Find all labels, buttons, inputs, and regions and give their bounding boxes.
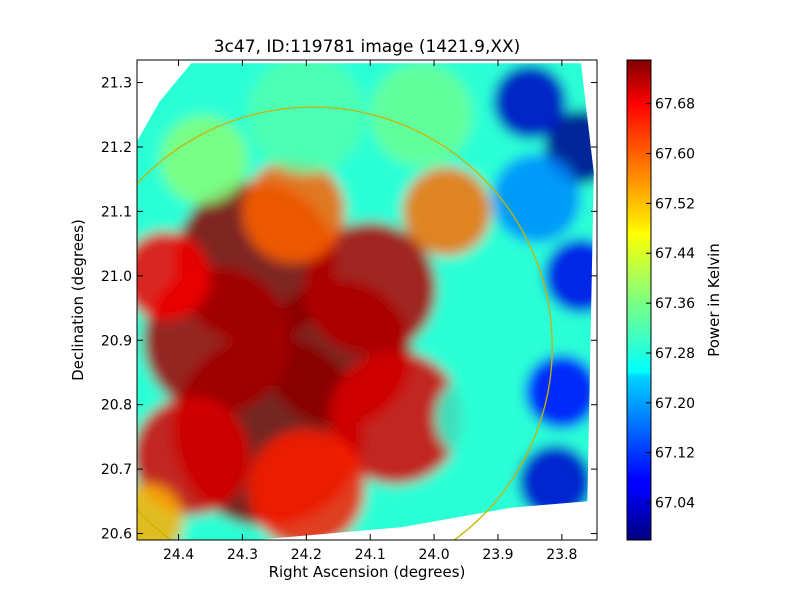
y-axis: 20.6 20.7 20.8 20.9 21.0 21.1 21.2 21.3: [101, 76, 597, 543]
x-tick-label: 24.0: [418, 547, 449, 563]
colorbar-tick-label: 67.12: [655, 446, 695, 462]
heatmap-blob: [453, 263, 543, 353]
heatmap-blob: [160, 115, 249, 205]
x-axis: 24.4 24.3 24.2 24.1 24.0 23.9 23.8: [163, 60, 577, 563]
x-tick-label: 24.4: [163, 547, 194, 563]
colorbar-tick-label: 67.60: [655, 147, 695, 163]
heatmap-blob: [369, 63, 473, 167]
heatmap-blob: [247, 63, 366, 175]
heatmap-blob: [544, 238, 594, 313]
heatmap-blob: [304, 222, 437, 356]
x-tick-label: 23.8: [546, 547, 577, 563]
y-tick-label: 20.7: [101, 462, 132, 478]
colorbar-tick-label: 67.28: [655, 346, 695, 362]
heatmap-blob: [492, 154, 581, 243]
heatmap-blob: [242, 159, 345, 264]
y-tick-label: 21.3: [101, 76, 132, 92]
x-tick-label: 24.1: [355, 547, 386, 563]
axes-frame: [136, 59, 598, 541]
y-axis-label: Declination (degrees): [69, 219, 87, 381]
heatmap-blob: [518, 444, 593, 520]
y-tick-label: 20.8: [101, 398, 132, 414]
heatmap-blob: [402, 166, 491, 256]
colorbar-tick-label: 67.52: [655, 196, 695, 212]
colorbar-tick-label: 67.44: [655, 246, 695, 262]
heatmap-blob: [525, 354, 594, 429]
x-tick-label: 24.3: [227, 547, 258, 563]
colorbar-label: Power in Kelvin: [705, 243, 723, 357]
y-tick-label: 20.9: [101, 333, 132, 349]
heatmap-blob: [247, 429, 366, 540]
colorbar: 67.04 67.12 67.20 67.28 67.36 67.44 67.52 67.60…: [626, 59, 695, 541]
beam-circle: [137, 106, 553, 540]
heatmap-blob: [137, 396, 251, 516]
y-tick-label: 21.1: [101, 204, 132, 220]
colorbar-tick-label: 67.20: [655, 396, 695, 412]
colorbar-gradient: [626, 59, 652, 541]
x-tick-label: 23.9: [482, 547, 513, 563]
y-tick-label: 21.0: [101, 269, 132, 285]
colorbar-tick-label: 67.04: [655, 496, 695, 512]
heatmap-blob: [137, 231, 210, 321]
chart-title: 3c47, ID:119781 image (1421.9,XX): [214, 37, 521, 57]
colorbar-tick-label: 67.68: [655, 97, 695, 113]
colorbar-tick-label: 67.36: [655, 296, 695, 312]
heatmap-blob: [434, 373, 523, 463]
heatmap-blob: [493, 64, 567, 139]
y-tick-label: 20.6: [101, 527, 132, 543]
y-tick-label: 21.2: [101, 140, 132, 156]
heatmap-blob: [137, 483, 184, 540]
x-tick-label: 24.2: [291, 547, 322, 563]
heatmap: [137, 63, 594, 540]
heatmap-blob: [329, 350, 462, 485]
x-axis-label: Right Ascension (degrees): [269, 563, 466, 581]
